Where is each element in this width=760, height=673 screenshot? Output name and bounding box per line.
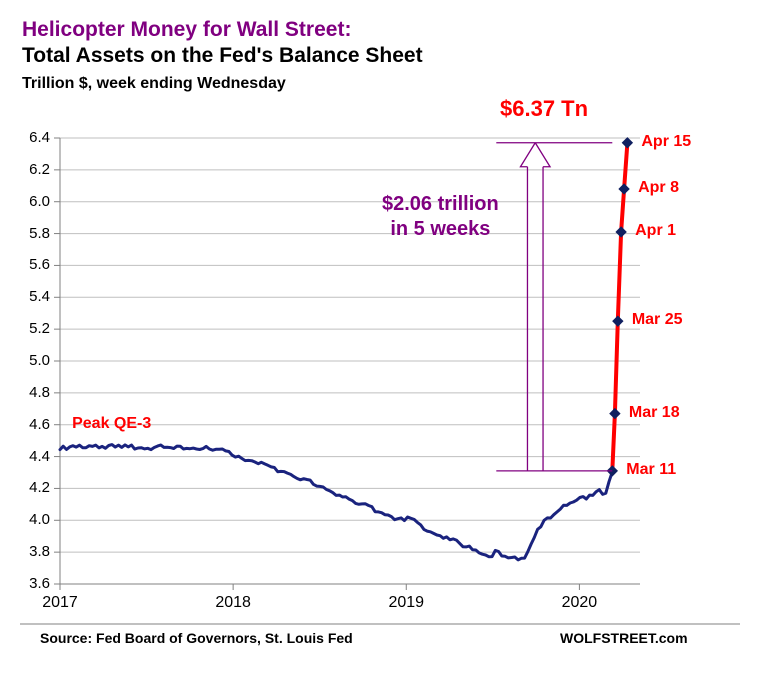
y-axis-tick-label: 3.6 [29, 575, 50, 592]
spike-point-label: Apr 1 [635, 222, 676, 240]
spike-point-label: Mar 25 [632, 311, 683, 329]
spike-point-label: Apr 15 [641, 133, 691, 151]
peak-value-callout: $6.37 Tn [500, 96, 588, 122]
y-axis-tick-label: 5.0 [29, 352, 50, 369]
spike-point-label: Mar 11 [626, 461, 676, 479]
spike-point-label: Apr 8 [638, 179, 679, 197]
y-axis-tick-label: 4.4 [29, 448, 50, 465]
y-axis-tick-label: 4.0 [29, 511, 50, 528]
chart-source: Source: Fed Board of Governors, St. Loui… [40, 630, 353, 646]
y-axis-tick-label: 6.4 [29, 129, 50, 146]
x-axis-tick-label: 2019 [388, 594, 424, 612]
y-axis-tick-label: 5.8 [29, 225, 50, 242]
peak-qe3-label: Peak QE-3 [72, 415, 151, 433]
y-axis-tick-label: 6.2 [29, 161, 50, 178]
y-axis-tick-label: 4.8 [29, 384, 50, 401]
y-axis-tick-label: 5.4 [29, 288, 50, 305]
spike-point-label: Mar 18 [629, 404, 680, 422]
x-axis-tick-label: 2020 [562, 594, 598, 612]
y-axis-tick-label: 4.2 [29, 479, 50, 496]
chart-plot-svg [0, 0, 760, 673]
delta-callout-line1: $2.06 trillion [382, 193, 499, 215]
y-axis-tick-label: 5.2 [29, 320, 50, 337]
chart-attribution: WOLFSTREET.com [560, 630, 688, 646]
y-axis-tick-label: 5.6 [29, 256, 50, 273]
y-axis-tick-label: 4.6 [29, 416, 50, 433]
y-axis-tick-label: 6.0 [29, 193, 50, 210]
y-axis-tick-label: 3.8 [29, 543, 50, 560]
delta-callout: $2.06 trillion in 5 weeks [382, 192, 499, 242]
x-axis-tick-label: 2017 [42, 594, 78, 612]
chart-container: Helicopter Money for Wall Street: Total … [0, 0, 760, 673]
x-axis-tick-label: 2018 [215, 594, 251, 612]
delta-callout-line2: in 5 weeks [390, 218, 490, 240]
